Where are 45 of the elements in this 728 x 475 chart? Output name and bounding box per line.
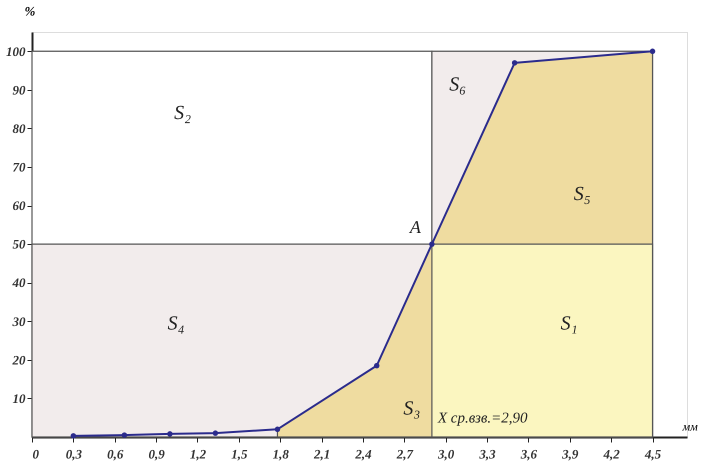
- y-axis-title: %: [24, 4, 36, 18]
- point: [70, 433, 76, 439]
- x-tick-label: 0,3: [66, 446, 82, 462]
- y-tick-label: 100: [6, 44, 26, 59]
- y-tick-label: 50: [12, 236, 26, 252]
- y-tick-label: 10: [12, 390, 26, 406]
- point: [212, 430, 218, 436]
- x-tick-label: 0,6: [107, 446, 124, 462]
- x-tick-label: 2,7: [396, 446, 414, 462]
- point: [650, 48, 656, 54]
- annotation: A: [408, 217, 422, 238]
- point: [429, 241, 435, 247]
- point: [167, 431, 173, 437]
- x-tick-label: 1,2: [190, 446, 207, 462]
- annotation: S₅: [574, 183, 591, 205]
- annotation: S₆: [449, 74, 466, 96]
- x-tick-label: 2,4: [354, 446, 372, 462]
- annotation: S₃: [403, 398, 420, 420]
- point: [512, 60, 518, 66]
- y-tick-label: 40: [12, 275, 26, 290]
- x-axis-title: мм: [682, 420, 698, 434]
- point: [122, 432, 128, 438]
- y-tick-label: 80: [12, 120, 26, 136]
- point: [274, 426, 280, 432]
- y-tick-label: 20: [12, 352, 26, 368]
- annotation: S₄: [168, 312, 185, 335]
- y-tick-label: 70: [12, 160, 26, 174]
- y-tick-label: 90: [12, 82, 26, 98]
- x-tick-label: 0,9: [148, 446, 166, 462]
- x-tick-label: 3,6: [520, 446, 538, 462]
- x-tick-label: 0: [32, 446, 40, 462]
- x-tick-label: 2,1: [312, 446, 330, 462]
- annotation: S₂: [174, 102, 192, 124]
- y-tick-label: 60: [12, 198, 26, 214]
- point: [374, 362, 380, 368]
- x-tick-label: 3,0: [437, 446, 455, 462]
- x-tick-label: 1,5: [231, 446, 248, 462]
- x-tick-label: 1,8: [272, 446, 290, 462]
- y-tick-label: 30: [12, 314, 26, 329]
- x-tick-label: 3,3: [478, 446, 496, 462]
- x-tick-label: 3,9: [561, 446, 579, 462]
- x-tick-label: 4,5: [644, 446, 662, 462]
- x-tick-label: 4,2: [602, 446, 620, 462]
- annotation: X ср.взв.=2,90: [436, 410, 528, 427]
- annotation: S₁: [560, 312, 578, 335]
